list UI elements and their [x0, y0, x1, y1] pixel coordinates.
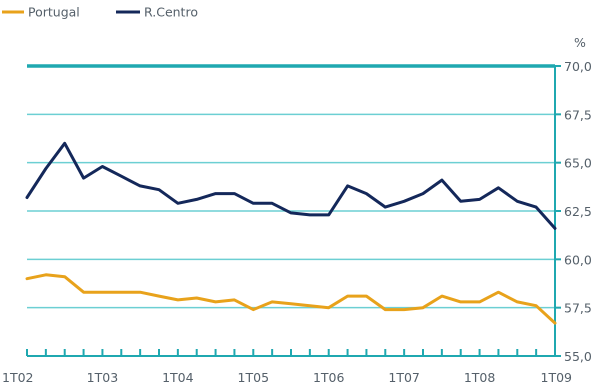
y-unit-label: %: [574, 35, 586, 50]
y-tick-label: 60,0: [564, 252, 592, 267]
legend-label-rcentro: R.Centro: [144, 5, 198, 20]
y-tick-label: 70,0: [564, 59, 592, 74]
y-tick-label: 67,5: [564, 107, 592, 122]
y-tick-label: 55,0: [564, 349, 592, 364]
grid-lines: [27, 64, 555, 309]
x-tick-label: 1T09: [541, 370, 573, 385]
y-tick-labels: 55,0 57,5 60,0 62,5 65,0 67,5 70,0: [564, 59, 592, 364]
series-line-rcentro: [25, 141, 557, 230]
x-tick-label: 1T04: [162, 370, 194, 385]
x-tick-labels: 1T02 1T03 1T04 1T05 1T06 1T07 1T08 1T09: [2, 370, 572, 385]
x-tick-label: 1T07: [388, 370, 420, 385]
axes: [26, 65, 561, 357]
series-line-portugal: [25, 273, 557, 325]
y-tick-label: 57,5: [564, 301, 592, 316]
legend: Portugal R.Centro: [2, 5, 198, 20]
series-lines: [25, 141, 557, 325]
x-tick-label: 1T03: [87, 370, 119, 385]
x-tick-label: 1T08: [464, 370, 496, 385]
x-tick-label: 1T05: [238, 370, 270, 385]
x-tick-label: 1T06: [313, 370, 345, 385]
x-tick-label: 1T02: [2, 370, 34, 385]
legend-label-portugal: Portugal: [28, 5, 80, 20]
y-tick-label: 62,5: [564, 204, 592, 219]
y-tick-label: 65,0: [564, 156, 592, 171]
